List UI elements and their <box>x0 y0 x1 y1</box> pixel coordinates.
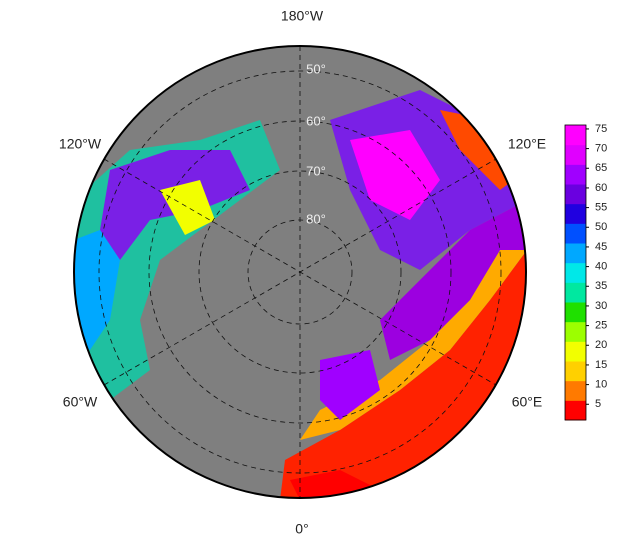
colorbar-swatch <box>565 184 586 205</box>
lon-label: 120°E <box>508 136 546 152</box>
colorbar-tick-label: 30 <box>595 300 607 312</box>
colorbar-frame <box>564 124 587 421</box>
lat-label: 70° <box>306 163 326 178</box>
lat-label: 50° <box>306 61 326 76</box>
colorbar-tick-label: 25 <box>595 320 607 332</box>
lon-label: 120°W <box>59 136 102 152</box>
colorbar-swatch <box>565 321 586 342</box>
colorbar-tick-label: 55 <box>595 202 607 214</box>
colorbar-swatch <box>565 282 586 303</box>
colorbar-tick-label: 45 <box>595 241 607 253</box>
colorbar-swatch <box>565 125 586 146</box>
colorbar-tick-label: 40 <box>595 261 607 273</box>
lon-label: 60°E <box>512 394 543 410</box>
colorbar-tick-label: 75 <box>595 123 607 135</box>
colorbar-swatch <box>565 223 586 244</box>
colorbar-swatch <box>565 203 586 224</box>
colorbar-swatch <box>565 400 586 421</box>
colorbar-tick-label: 35 <box>595 280 607 292</box>
colorbar-swatch <box>565 361 586 382</box>
colorbar-tick-label: 20 <box>595 339 607 351</box>
colorbar-tick-label: 50 <box>595 221 607 233</box>
colorbar-swatch <box>565 341 586 362</box>
colorbar-swatch <box>565 380 586 401</box>
colorbar: 5 10 15 20 25 30 35 40 45 50 55 60 65 70 75 <box>564 123 607 421</box>
lon-label: 60°W <box>63 394 98 410</box>
lat-label: 60° <box>306 113 326 128</box>
lon-label: 180°W <box>281 8 324 24</box>
graticule <box>98 46 502 498</box>
colorbar-swatch <box>565 302 586 323</box>
colorbar-swatch <box>565 164 586 185</box>
colorbar-swatch <box>565 262 586 283</box>
colorbar-swatch <box>565 243 586 264</box>
colorbar-tick-label: 15 <box>595 359 607 371</box>
colorbar-tick-label: 5 <box>595 398 601 410</box>
colorbar-tick-label: 60 <box>595 182 607 194</box>
lon-label: 0° <box>295 521 308 537</box>
colorbar-tick-label: 10 <box>595 379 607 391</box>
colorbar-tick-label: 65 <box>595 162 607 174</box>
map-border <box>73 45 527 499</box>
colorbar-tick-label: 70 <box>595 143 607 155</box>
colorbar-swatch <box>565 144 586 165</box>
lat-label: 80° <box>306 211 326 226</box>
